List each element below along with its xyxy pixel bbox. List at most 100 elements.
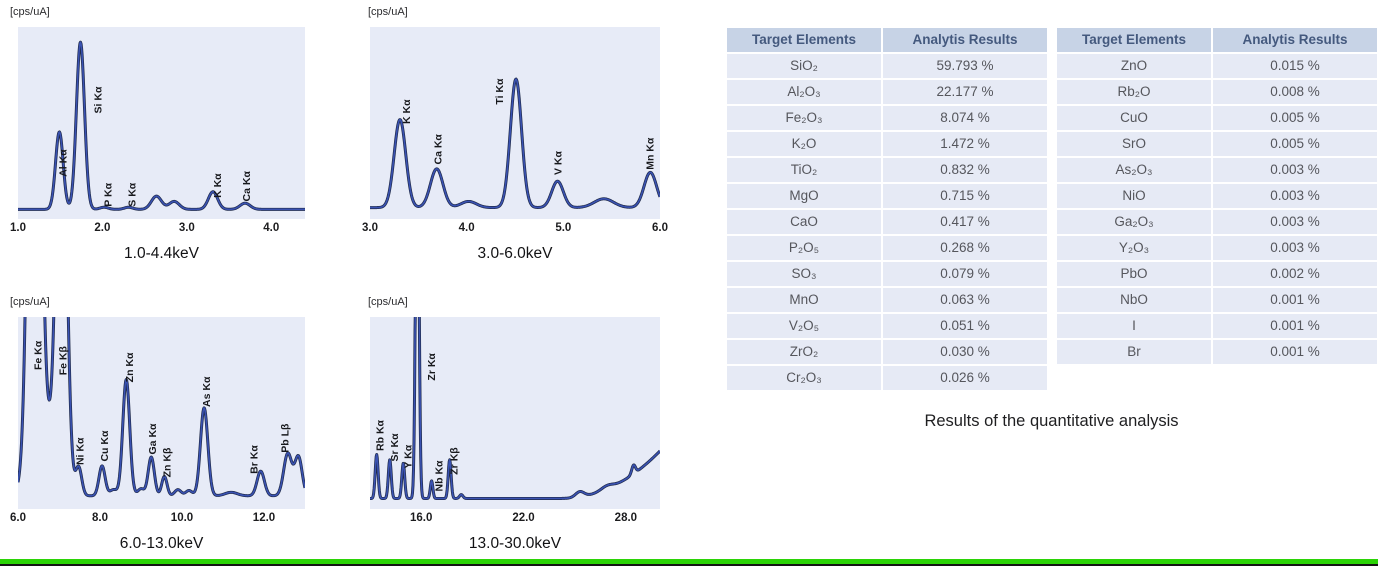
element-cell: Br <box>1057 340 1211 364</box>
result-value-cell: 0.417 % <box>883 210 1047 234</box>
result-value-cell: 0.001 % <box>1213 340 1377 364</box>
result-value-cell: 0.268 % <box>883 236 1047 260</box>
spectrum-plot-area: Rb Kα Sr Kα Y Kα Zr Kα Nb Kα Zr Kβ <box>370 317 660 509</box>
peak-label: Si Kα <box>92 86 104 113</box>
element-cell: TiO₂ <box>727 158 881 182</box>
spectrum-curve <box>18 41 305 211</box>
peak-label: Fe Kβ <box>57 346 69 376</box>
peak-label: Ga Kα <box>147 423 159 455</box>
spectrum-chart-6-0-13-0kev: [cps/uA] Fe Kα Fe Kβ Ni Kα Cu Kα Zn Kα Ga Kα Zn… <box>10 296 320 566</box>
element-cell: I <box>1057 314 1211 338</box>
chart-title: 13.0-30.0keV <box>468 535 562 552</box>
analysis-results-header: Analytis Results <box>883 28 1047 52</box>
element-cell: Ga₂O₃ <box>1057 210 1211 234</box>
element-cell: MnO <box>727 288 881 312</box>
peak-label: Al Kα <box>57 149 69 177</box>
x-axis-tick-label: 6.0 <box>652 222 668 234</box>
element-cell: Rb₂O <box>1057 80 1211 104</box>
peak-label: Sr Kα <box>389 433 401 462</box>
peak-label: As Kα <box>201 376 213 407</box>
result-value-cell: 0.002 % <box>1213 262 1377 286</box>
element-cell: CaO <box>727 210 881 234</box>
result-value-cell: 0.063 % <box>883 288 1047 312</box>
x-axis-tick-label: 4.0 <box>458 222 475 234</box>
peak-label: Zn Kβ <box>161 447 173 477</box>
spectrum-chart-3-0-6-0kev: [cps/uA] K Kα Ca Kα Ti Kα V Kα Mn Kα 3.0 4.0 5.0… <box>362 6 678 276</box>
result-value-cell: 0.001 % <box>1213 314 1377 338</box>
peak-label: Ca Kα <box>433 134 445 165</box>
element-cell: NbO <box>1057 288 1211 312</box>
element-cell: PbO <box>1057 262 1211 286</box>
peak-label: Ni Kα <box>75 437 87 465</box>
element-cell: MgO <box>727 184 881 208</box>
peak-label: Br Kα <box>249 445 261 474</box>
peak-label: Nb Kα <box>434 460 446 491</box>
result-value-cell: 1.472 % <box>883 132 1047 156</box>
x-axis-tick-label: 6.0 <box>10 512 26 524</box>
result-value-cell: 0.005 % <box>1213 106 1377 130</box>
x-axis-tick-row: 6.0 8.0 10.0 12.0 <box>10 512 320 528</box>
chart-title: 1.0-4.4keV <box>124 245 199 262</box>
spectrum-curve <box>370 78 660 209</box>
result-value-cell: 0.015 % <box>1213 54 1377 78</box>
peak-label: Y Kα <box>402 444 414 468</box>
results-table-major-oxides: Target Elements Analytis Results SiO₂ 59.79… <box>727 28 1047 390</box>
x-axis-tick-label: 28.0 <box>614 512 638 524</box>
peak-label: P Kα <box>103 182 115 206</box>
peak-label: Zr Kβ <box>449 447 461 475</box>
result-value-cell: 0.079 % <box>883 262 1047 286</box>
result-value-cell: 8.074 % <box>883 106 1047 130</box>
x-axis-tick-label: 3.0 <box>362 222 378 234</box>
spectrum-chart-1-0-4-4kev: [cps/uA] Al Kα Si Kα P Kα S Kα K Kα Ca Kα 1.0 2.… <box>10 6 320 276</box>
element-cell: P₂O₅ <box>727 236 881 260</box>
y-axis-unit-label: [cps/uA] <box>10 6 50 18</box>
result-value-cell: 0.026 % <box>883 366 1047 390</box>
element-cell: Cr₂O₃ <box>727 366 881 390</box>
result-value-cell: 0.051 % <box>883 314 1047 338</box>
element-cell: SiO₂ <box>727 54 881 78</box>
peak-label: Ca Kα <box>241 171 253 202</box>
element-cell: SrO <box>1057 132 1211 156</box>
spectrum-chart-13-0-30-0kev: [cps/uA] Rb Kα Sr Kα Y Kα Zr Kα Nb Kα Zr Kβ 16.… <box>368 296 678 566</box>
peak-label: V Kα <box>553 151 565 176</box>
spectrum-curve <box>370 317 660 500</box>
x-axis-tick-label: 3.0 <box>178 222 195 234</box>
element-cell: Al₂O₃ <box>727 80 881 104</box>
spectrum-plot-area: Al Kα Si Kα P Kα S Kα K Kα Ca Kα <box>18 27 305 219</box>
result-value-cell: 0.003 % <box>1213 236 1377 260</box>
element-cell: Fe₂O₃ <box>727 106 881 130</box>
peak-label: Zr Kα <box>426 353 438 381</box>
x-axis-tick-label: 12.0 <box>252 512 276 524</box>
spectrum-plot-area: K Kα Ca Kα Ti Kα V Kα Mn Kα <box>370 27 660 219</box>
element-cell: As₂O₃ <box>1057 158 1211 182</box>
chart-title: 3.0-6.0keV <box>477 245 553 262</box>
result-value-cell: 0.832 % <box>883 158 1047 182</box>
x-axis-tick-row: 1.0 2.0 3.0 4.0 <box>10 222 320 238</box>
result-value-cell: 0.003 % <box>1213 184 1377 208</box>
y-axis-unit-label: [cps/uA] <box>368 6 408 18</box>
x-axis-tick-label: 5.0 <box>555 222 572 234</box>
peak-label: Ti Kα <box>494 78 506 105</box>
result-value-cell: 0.003 % <box>1213 210 1377 234</box>
element-cell: ZnO <box>1057 54 1211 78</box>
x-axis-tick-label: 8.0 <box>92 512 108 524</box>
x-axis-tick-row: 16.0 22.0 28.0 <box>368 512 678 528</box>
result-value-cell: 0.001 % <box>1213 288 1377 312</box>
bottom-black-line <box>0 564 1378 566</box>
result-value-cell: 0.003 % <box>1213 158 1377 182</box>
peak-label: Mn Kα <box>644 137 656 170</box>
chart-title: 6.0-13.0keV <box>119 535 204 552</box>
peak-label: S Kα <box>126 182 138 207</box>
peak-label: Zn Kα <box>124 352 136 382</box>
x-axis-tick-label: 22.0 <box>512 512 535 524</box>
y-axis-unit-label: [cps/uA] <box>368 296 408 308</box>
element-cell: Y₂O₃ <box>1057 236 1211 260</box>
x-axis-tick-label: 4.0 <box>263 222 280 234</box>
results-caption: Results of the quantitative analysis <box>924 412 1179 430</box>
x-axis-tick-label: 2.0 <box>94 222 111 234</box>
result-value-cell: 59.793 % <box>883 54 1047 78</box>
result-value-cell: 22.177 % <box>883 80 1047 104</box>
x-axis-tick-row: 3.0 4.0 5.0 6.0 <box>362 222 678 238</box>
